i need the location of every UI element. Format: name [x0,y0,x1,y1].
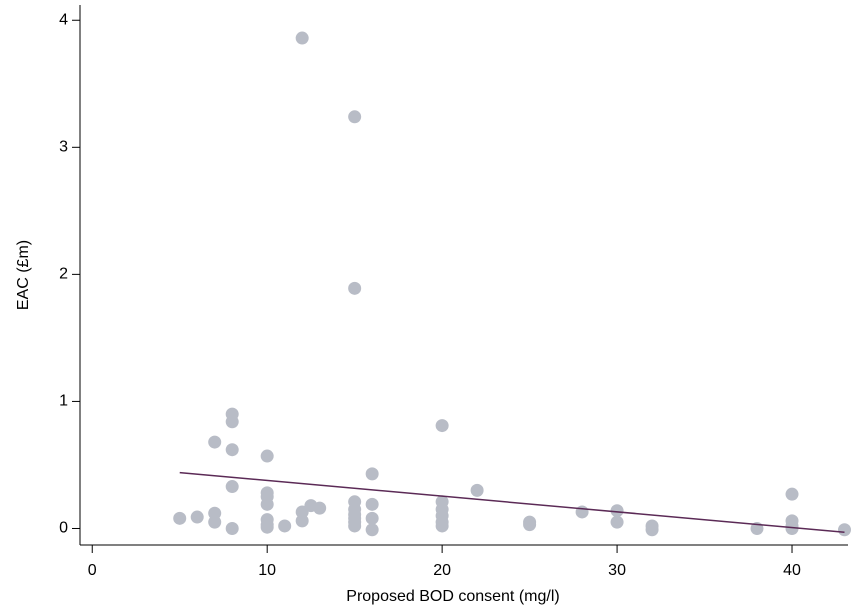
point [785,487,799,501]
point [435,419,449,433]
point [278,519,292,533]
point [470,483,484,497]
point [260,449,274,463]
point [260,520,274,534]
point [365,497,379,511]
x-tick-label: 40 [783,562,801,579]
point [348,281,362,295]
x-tick-label: 0 [88,562,97,579]
y-axis-label: EAC (£m) [15,240,32,310]
point [365,511,379,525]
y-tick-label: 2 [59,266,68,283]
y-tick-label: 4 [59,11,68,28]
point [208,435,222,449]
y-tick-label: 1 [59,393,68,410]
point [313,501,327,515]
point [295,514,309,528]
point [295,31,309,45]
point [785,521,799,535]
point [225,415,239,429]
x-tick-label: 20 [433,562,451,579]
point [348,110,362,124]
point [190,510,204,524]
point [435,519,449,533]
point [610,515,624,529]
point [225,443,239,457]
point [523,518,537,532]
point [260,497,274,511]
x-tick-label: 30 [608,562,626,579]
point [348,519,362,533]
point [645,523,659,537]
point [225,521,239,535]
point [208,506,222,520]
fit-line [179,471,845,534]
y-tick-label: 3 [59,139,68,156]
point [610,504,624,518]
point [225,480,239,494]
point [173,511,187,525]
point [365,523,379,537]
y-tick-label: 0 [59,520,68,537]
point [838,523,852,537]
point [365,467,379,481]
x-tick-label: 10 [258,562,276,579]
point [208,515,222,529]
point [575,505,589,519]
x-axis-label: Proposed BOD consent (mg/l) [346,588,559,605]
